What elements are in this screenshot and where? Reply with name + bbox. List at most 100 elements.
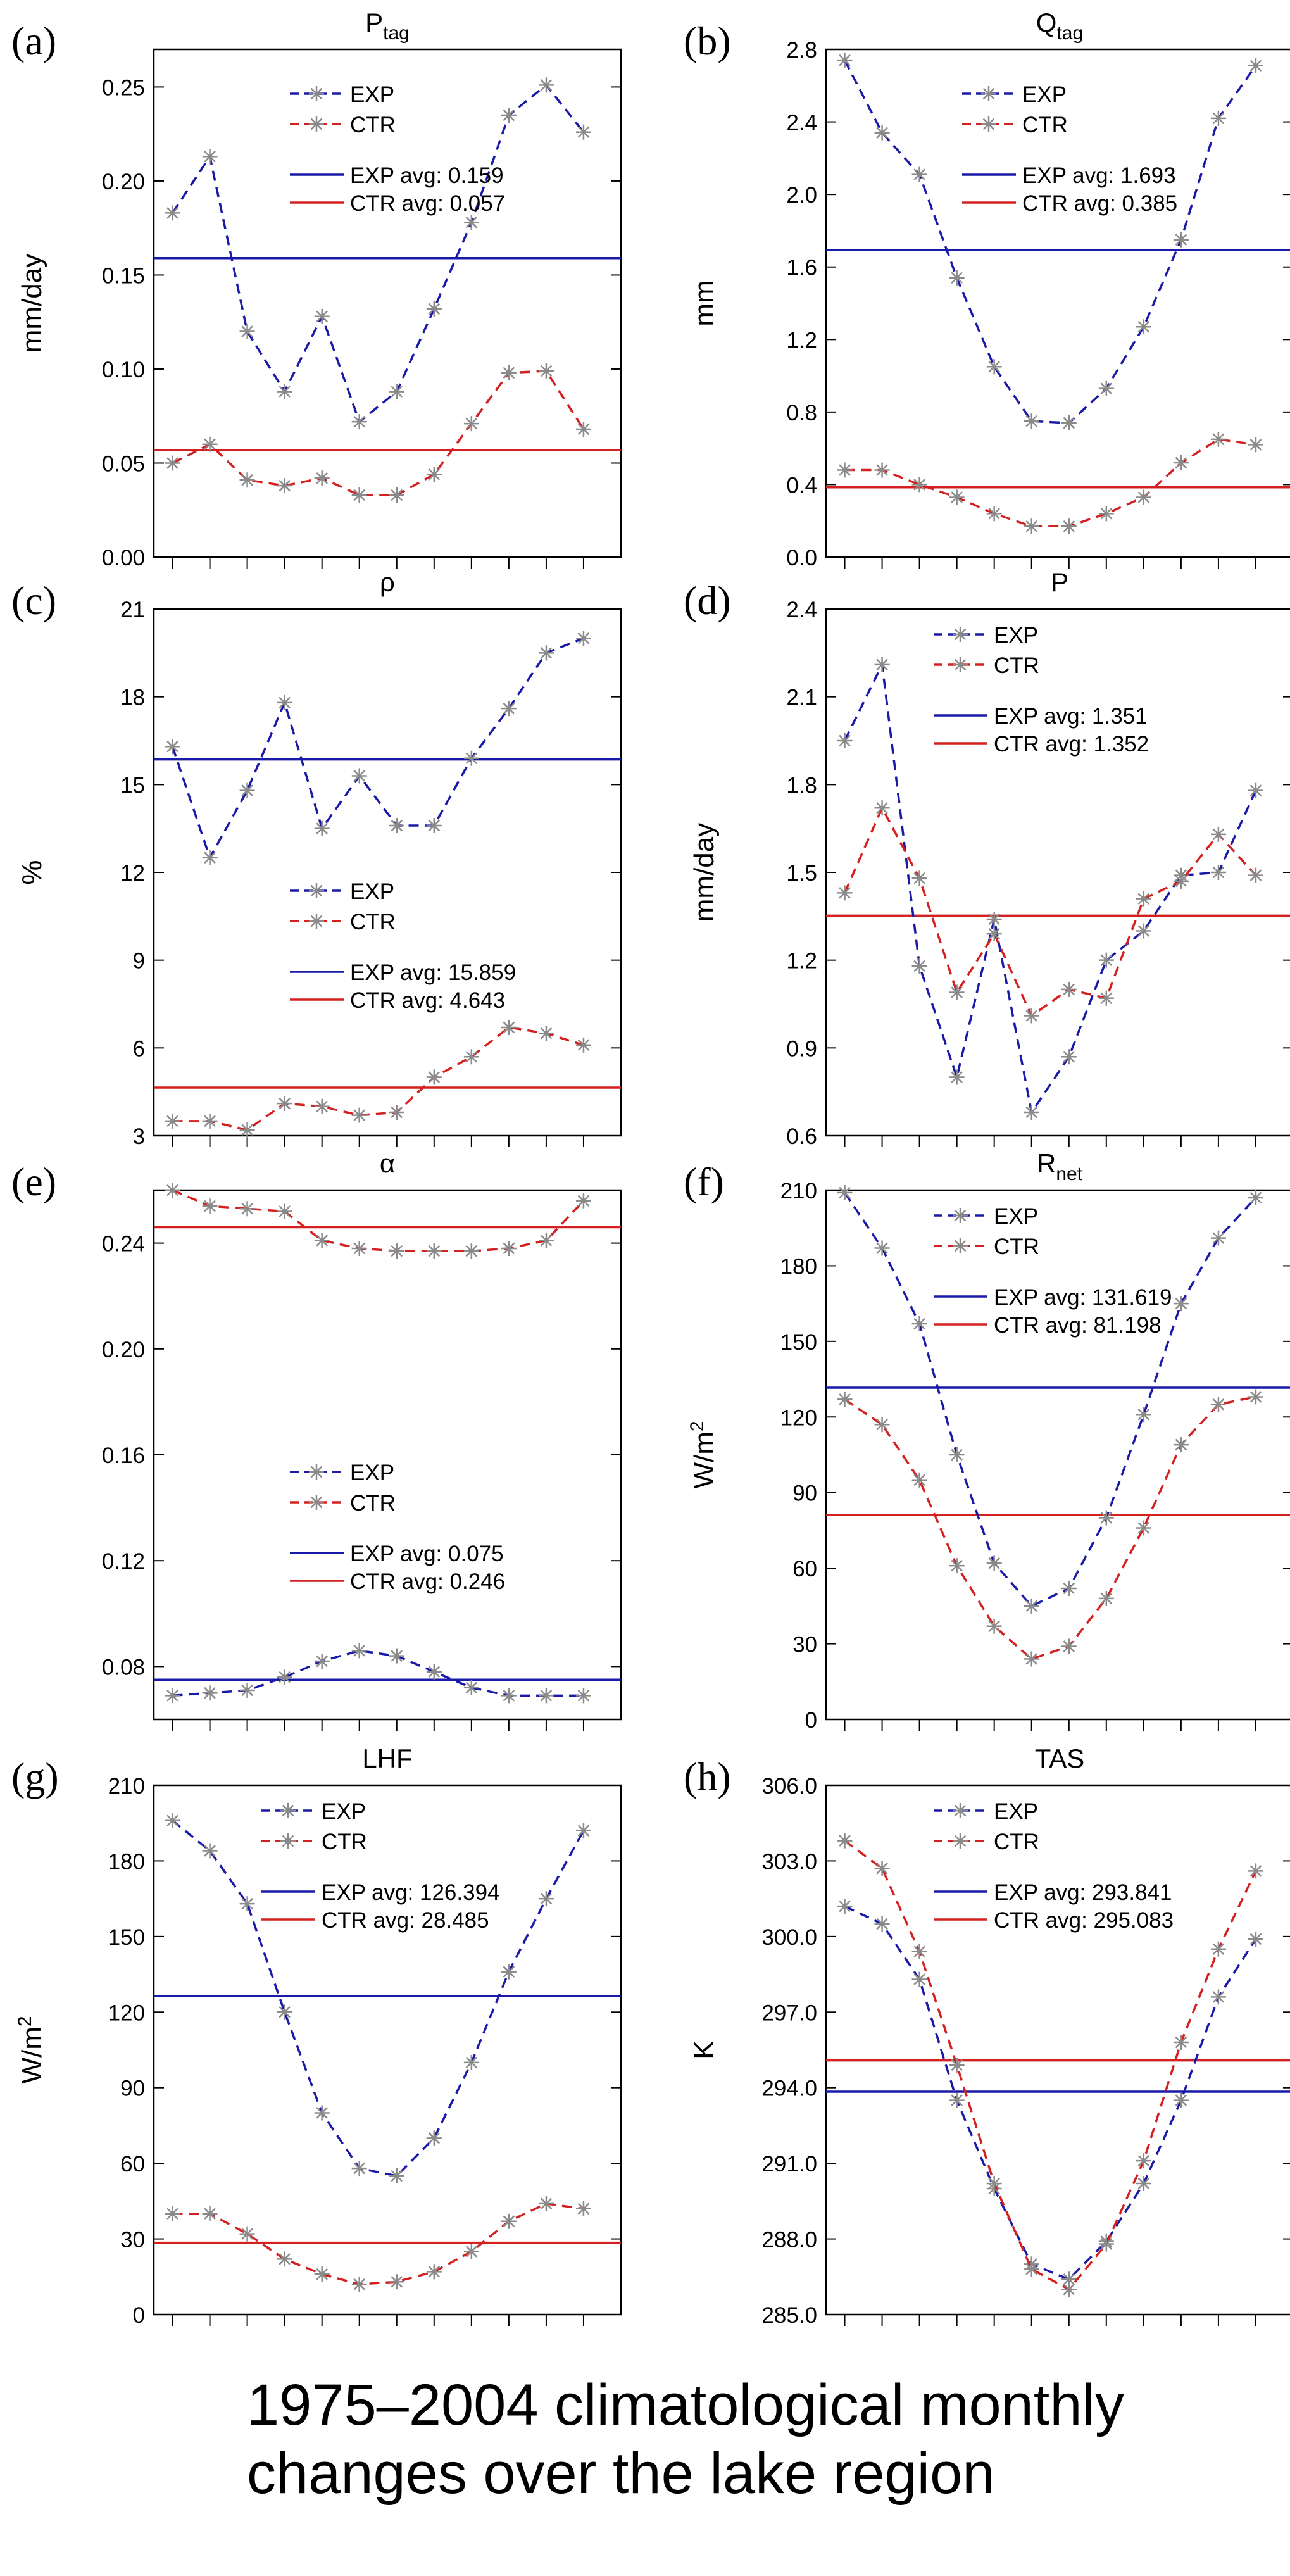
data-point-marker xyxy=(1024,1598,1039,1614)
data-point-marker xyxy=(575,1823,591,1838)
data-point-marker xyxy=(165,1183,180,1198)
data-point-marker xyxy=(309,914,324,929)
legend-label: EXP xyxy=(994,1799,1038,1824)
data-point-marker xyxy=(949,270,965,286)
legend-avg-label: EXP avg: 1.351 xyxy=(994,704,1148,729)
data-point-marker xyxy=(1173,2092,1189,2108)
panel-c: (c) ρ 3 6 9 12 15 18 21% EXP CTR EXP avg: 15.859 CTR… xyxy=(11,567,622,1149)
data-point-marker xyxy=(538,1026,554,1041)
y-tick-label: 0.15 xyxy=(102,263,145,288)
legend-label: CTR xyxy=(994,653,1039,678)
data-point-marker xyxy=(1248,1863,1263,1879)
y-tick-label: 9 xyxy=(133,949,145,974)
plot-frame xyxy=(825,48,1290,558)
data-point-marker xyxy=(949,984,965,1000)
data-point-marker xyxy=(575,1688,591,1704)
exp-series xyxy=(165,631,591,865)
legend-label: EXP xyxy=(350,879,394,904)
data-point-marker xyxy=(1136,1407,1151,1423)
x-tick-label: 4 xyxy=(279,2339,291,2342)
data-point-marker xyxy=(277,1203,292,1219)
data-point-marker xyxy=(165,2206,180,2221)
x-tick-label: 5 xyxy=(988,2339,1000,2342)
data-point-marker xyxy=(426,2130,442,2146)
y-tick-label: 210 xyxy=(108,1774,145,1799)
panel-e: (e) α 0.08 0.12 0.16 0.20 0.24 EXP CTR EXP avg: 0… xyxy=(11,1148,622,1731)
data-point-marker xyxy=(309,1464,324,1480)
data-point-marker xyxy=(986,1618,1002,1634)
legend-avg-label: CTR avg: 1.352 xyxy=(994,732,1149,757)
series-line xyxy=(172,83,585,424)
data-point-marker xyxy=(389,1243,404,1259)
data-point-marker xyxy=(1098,1510,1114,1526)
data-point-marker xyxy=(911,477,927,493)
x-tick-label: 12 xyxy=(1243,2339,1268,2342)
data-point-marker xyxy=(277,478,292,494)
y-tick-label: 1.2 xyxy=(786,949,817,974)
y-tick-label: 0.08 xyxy=(102,1655,145,1680)
data-point-marker xyxy=(538,645,554,661)
data-point-marker xyxy=(1024,1651,1039,1667)
y-tick-label: 0.0 xyxy=(786,546,817,570)
y-axis-label: W/m2 xyxy=(687,1421,720,1488)
x-tick-label: 9 xyxy=(465,2339,477,2342)
data-point-marker xyxy=(1248,1190,1263,1205)
data-point-marker xyxy=(426,1664,442,1680)
data-point-marker xyxy=(538,1891,554,1907)
y-tick-label: 0 xyxy=(133,2303,145,2328)
plot-frame xyxy=(153,608,622,1137)
x-tick-label: 1 xyxy=(839,2339,851,2342)
data-point-marker xyxy=(953,1208,968,1223)
legend: EXP CTR EXP avg: 293.841 CTR avg: 295.083 xyxy=(934,1799,1174,1933)
data-point-marker xyxy=(280,1803,296,1818)
data-point-marker xyxy=(202,1843,218,1859)
data-point-marker xyxy=(202,1198,218,1214)
ctr-series xyxy=(165,2196,591,2292)
y-axis-label: mm/day xyxy=(16,254,47,353)
data-point-marker xyxy=(426,301,442,317)
x-tick-label: 8 xyxy=(428,2339,440,2342)
caption-line-1: 1975–2004 climatological monthly xyxy=(247,2373,1124,2437)
x-tick-label: 4 xyxy=(951,2339,963,2342)
data-point-marker xyxy=(874,1861,890,1876)
y-tick-label: 294.0 xyxy=(761,2077,817,2101)
data-point-marker xyxy=(837,1184,853,1200)
legend-avg-label: CTR avg: 0.246 xyxy=(350,1569,505,1594)
legend-label: CTR xyxy=(350,1491,396,1516)
data-point-marker xyxy=(463,416,479,432)
data-point-marker xyxy=(538,2196,554,2211)
y-tick-label: 285.0 xyxy=(761,2303,817,2328)
legend: EXP CTR EXP avg: 0.159 CTR avg: 0.057 xyxy=(290,82,505,216)
y-tick-label: 3 xyxy=(133,1124,145,1149)
data-point-marker xyxy=(837,1392,853,1407)
data-point-marker xyxy=(1210,865,1226,880)
data-point-marker xyxy=(1248,1931,1263,1947)
x-tick-label: 11 xyxy=(535,2339,558,2342)
series-line xyxy=(172,1819,585,2177)
data-point-marker xyxy=(874,1240,890,1256)
legend-avg-label: EXP avg: 126.394 xyxy=(322,1880,500,1905)
data-point-marker xyxy=(165,739,180,755)
data-point-marker xyxy=(389,818,404,834)
data-point-marker xyxy=(1210,1230,1226,1246)
y-tick-label: 210 xyxy=(780,1179,817,1203)
panel-title: LHF xyxy=(362,1744,412,1773)
y-axis-label: mm/day xyxy=(689,823,720,922)
data-point-marker xyxy=(1248,867,1263,883)
legend-avg-label: EXP avg: 15.859 xyxy=(350,960,516,985)
data-point-marker xyxy=(953,1833,968,1849)
legend-label: CTR xyxy=(350,910,396,934)
data-point-marker xyxy=(1136,891,1151,907)
data-point-marker xyxy=(1136,489,1151,505)
data-point-marker xyxy=(314,308,330,324)
data-point-marker xyxy=(277,694,292,710)
y-axis-label: K xyxy=(689,2040,720,2059)
data-point-marker xyxy=(1210,431,1226,447)
x-tick-label: 10 xyxy=(496,2339,521,2342)
x-tick-label: 6 xyxy=(353,2339,365,2342)
data-point-marker xyxy=(389,487,404,503)
y-tick-label: 303.0 xyxy=(761,1849,817,1874)
y-tick-label: 15 xyxy=(120,773,145,798)
data-point-marker xyxy=(239,2226,255,2242)
panel-label: (g) xyxy=(11,1754,59,1799)
